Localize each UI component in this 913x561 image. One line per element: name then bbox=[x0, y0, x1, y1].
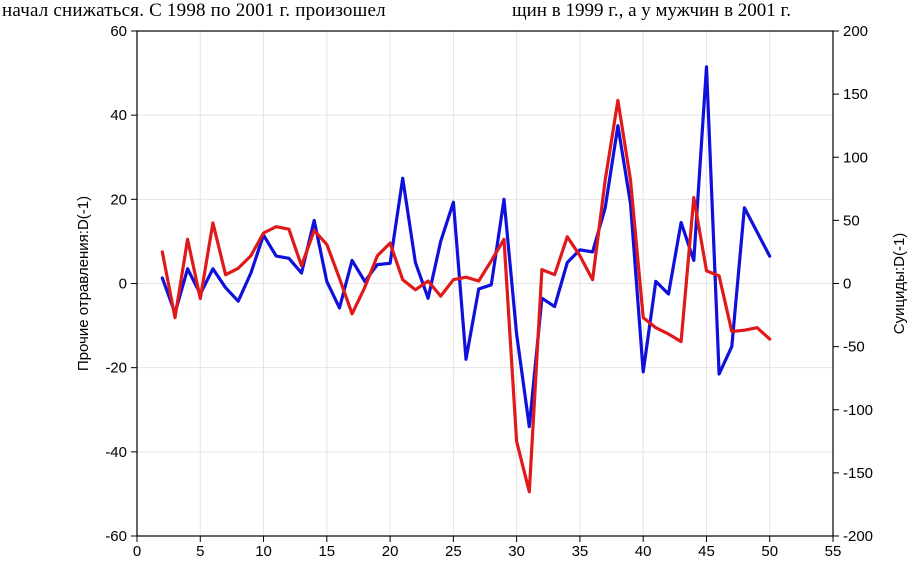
y-right-tick-label: 200 bbox=[843, 23, 868, 40]
x-tick-label: 55 bbox=[825, 543, 842, 560]
y-left-tick-label: -20 bbox=[105, 360, 127, 377]
y-right-tick-label: 50 bbox=[843, 212, 860, 229]
y-right-tick-label: 0 bbox=[843, 276, 851, 293]
x-tick-label: 15 bbox=[318, 543, 335, 560]
y-right-tick-label: 150 bbox=[843, 86, 868, 103]
y-left-tick-label: 0 bbox=[119, 276, 127, 293]
x-tick-label: 20 bbox=[382, 543, 399, 560]
y-right-tick-label: -50 bbox=[843, 339, 865, 356]
y-left-tick-label: -40 bbox=[105, 444, 127, 461]
x-tick-label: 0 bbox=[133, 543, 141, 560]
right-axis-title: Суициды:D(-1) bbox=[891, 233, 908, 335]
series bbox=[160, 65, 772, 494]
y-right-tick-label: -100 bbox=[843, 402, 873, 419]
y-left-tick-label: -60 bbox=[105, 528, 127, 545]
y-right-tick-label: -150 bbox=[843, 465, 873, 482]
y-right-tick-label: 100 bbox=[843, 149, 868, 166]
left-axis-title: Прочие отравления:D(-1) bbox=[75, 196, 92, 371]
y-left-tick-label: 60 bbox=[110, 23, 127, 40]
series-line-left-axis bbox=[160, 65, 772, 429]
x-tick-label: 30 bbox=[508, 543, 525, 560]
x-tick-label: 25 bbox=[445, 543, 462, 560]
x-tick-label: 10 bbox=[255, 543, 272, 560]
y-right-tick-label: -200 bbox=[843, 528, 873, 545]
y-left-tick-label: 40 bbox=[110, 107, 127, 124]
axes: 0 5 10 15 20 25 30 35 40 45 50 55-60-40-200204060-2… bbox=[105, 23, 873, 560]
y-left-tick-label: 20 bbox=[110, 191, 127, 208]
x-tick-label: 40 bbox=[635, 543, 652, 560]
x-tick-label: 45 bbox=[698, 543, 715, 560]
grid bbox=[136, 30, 834, 537]
caption-text-right: щин в 1999 г., а у мужчин в 2001 г. bbox=[512, 0, 791, 21]
x-tick-label: 5 bbox=[196, 543, 204, 560]
x-tick-label: 35 bbox=[572, 543, 589, 560]
x-tick-label: 50 bbox=[761, 543, 778, 560]
caption-text-left: начал снижаться. С 1998 по 2001 г. произ… bbox=[2, 0, 386, 21]
series-line-right-axis bbox=[160, 98, 772, 494]
